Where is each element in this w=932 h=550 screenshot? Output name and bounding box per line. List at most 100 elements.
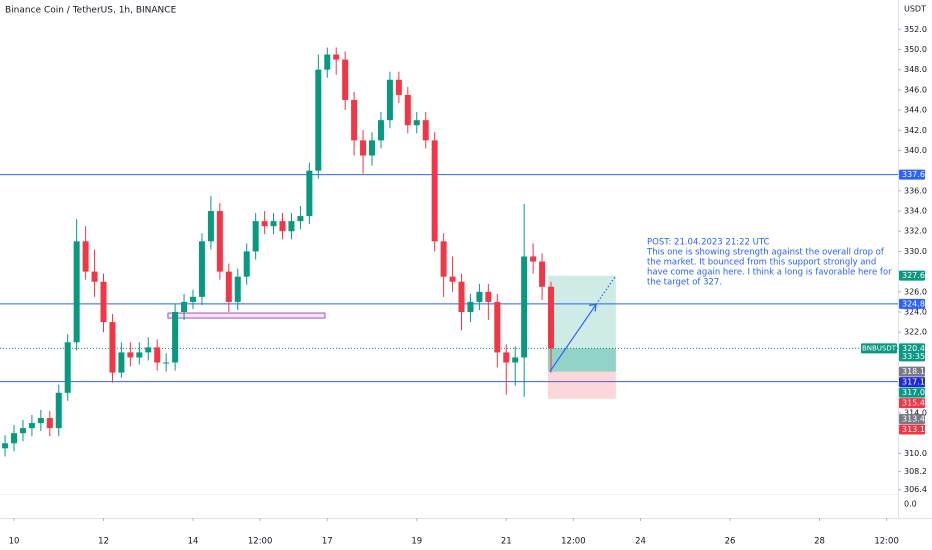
price-tag [899,414,925,425]
price-tag-label: 313.1 [902,425,925,434]
currency-label: USDT [904,5,926,14]
x-tick-label: 10 [9,537,20,547]
y-tick-label: 308.2 [904,467,927,476]
y-tick-label: 348.0 [904,65,927,74]
y-tick-label: 306.4 [904,485,927,494]
candle-body [73,241,80,343]
x-tick-label: 17 [322,537,333,547]
candle-body [503,352,510,363]
candle-body [539,261,546,287]
candle-body [351,99,358,141]
candle-body [172,312,179,363]
x-tick-label: 12:00 [248,537,273,547]
candle-body [181,301,188,313]
candle-body [109,322,116,373]
candle-body [127,352,134,358]
candle-body [82,241,89,272]
candle-body [476,291,483,302]
countdown: 33:35 [902,352,925,361]
arrow [549,304,597,372]
candle-body [46,418,53,429]
candle-body [386,79,393,121]
x-tick-label: 28 [814,537,825,547]
price-tag [899,377,925,388]
candle-body [485,291,492,302]
y-tick-label: 352.0 [904,25,927,34]
candle-body [216,211,223,272]
x-tick-label: 26 [725,537,736,547]
candle-body [190,296,197,302]
y-tick-label: 330.0 [904,247,927,256]
y-tick-label: 332.0 [904,227,927,236]
candle-body [431,140,438,242]
y-tick-label: 314.0 [904,408,927,417]
candle-body [422,120,429,141]
candle-body [243,251,250,277]
y-tick-label: 350.0 [904,45,927,54]
candle-body [198,241,205,297]
annotation-line: the target of 327. [647,278,722,288]
candle-body [324,54,331,70]
candle-body [297,216,304,222]
price-tag-label: 320.4 [902,344,925,353]
y-tick-label: 326.0 [904,287,927,296]
x-tick-label: 12:00 [874,537,899,547]
x-tick-label: 19 [411,537,422,547]
price-tag-label: 327.6 [902,271,925,280]
zone-box [167,312,326,319]
candle-body [55,392,62,429]
y-tick-label: 334.0 [904,207,927,216]
symbol-tag [861,343,897,354]
candle-body [64,342,71,393]
position-open-profit [547,348,616,372]
price-tag [899,398,925,409]
x-tick-label: 24 [635,537,646,547]
price-tag [899,169,925,180]
price-tag-label: 313.4 [902,415,925,424]
candle-body [512,357,519,363]
candle-body [494,301,501,353]
candle-body [19,428,26,434]
candle-body [91,271,98,282]
price-tag [899,387,925,398]
candle-body [2,443,9,449]
annotation-line: POST: 21.04.2023 21:22 UTC [647,238,770,248]
candle-body [404,94,411,126]
price-tag [899,298,925,309]
candle-body [154,347,161,363]
candle-body [395,79,402,95]
y-tick-label: 342.0 [904,126,927,135]
candle-body [306,170,313,217]
candle-body [360,140,367,156]
arrow-dotted [595,275,617,305]
y-tick-label: 340.0 [904,146,927,155]
candle-body [521,256,528,358]
x-tick-label: 14 [188,537,199,547]
candle-body [440,241,447,277]
candle-body [279,221,286,232]
annotation-line: have come again here. I think a long is … [647,268,892,278]
candle-body [37,418,44,424]
candle-body [145,347,152,353]
candle-body [207,211,214,242]
candle-body [225,271,232,302]
candle-body [270,221,277,227]
arrow-head [589,303,597,312]
symbol-label: BNBUSDT [862,344,897,352]
chart-title: Binance Coin / TetherUS, 1h, BINANCE [5,6,177,16]
candle-body [458,281,465,313]
price-tag-label: 317.0 [902,388,925,397]
candle-body [548,286,555,349]
price-tag-label: 337.6 [902,170,925,179]
axis-floor-label: 0.0 [904,500,917,509]
y-tick-label: 336.0 [904,186,927,195]
x-tick-label: 12:00 [561,537,586,547]
candle-body [288,221,295,232]
price-tag-label: 324.8 [902,299,925,308]
candle-body [315,69,322,171]
candle-body [136,352,143,358]
candle-body [342,59,349,100]
candle-body [252,221,259,252]
